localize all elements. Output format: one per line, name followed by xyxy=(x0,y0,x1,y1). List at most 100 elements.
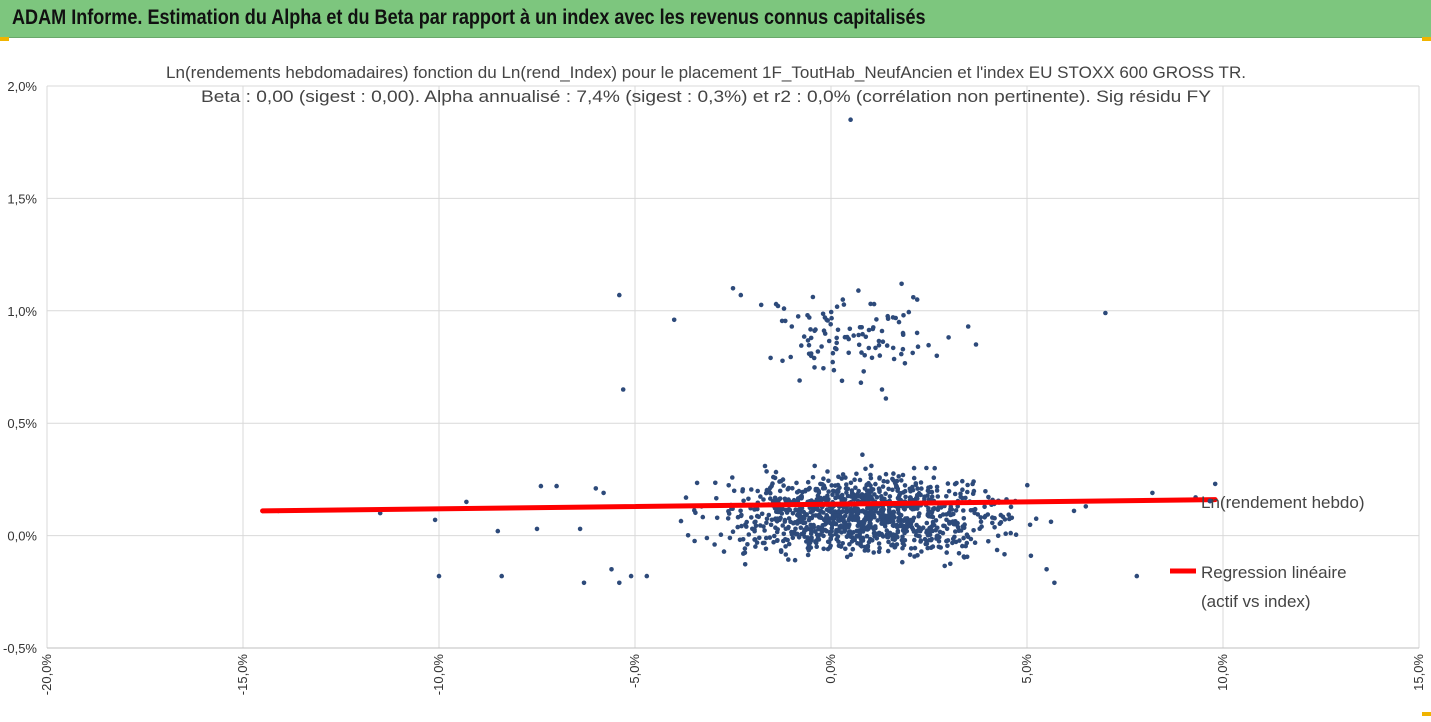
scatter-point xyxy=(948,504,954,510)
scatter-point xyxy=(906,309,912,315)
scatter-point xyxy=(786,524,791,530)
scatter-point xyxy=(845,493,851,499)
scatter-point xyxy=(788,354,793,360)
scatter-point xyxy=(771,539,776,545)
scatter-point xyxy=(893,315,898,321)
scatter-point xyxy=(852,477,857,483)
scatter-point xyxy=(918,480,924,485)
scatter-point xyxy=(746,496,751,502)
scatter-point xyxy=(933,518,939,523)
scatter-point xyxy=(780,358,785,364)
scatter-point xyxy=(977,526,982,531)
scatter-point xyxy=(880,339,886,345)
scatter-point xyxy=(761,497,766,502)
scatter-point xyxy=(877,489,882,495)
scatter-point xyxy=(916,525,922,530)
scatter-point xyxy=(883,471,889,477)
scatter-point xyxy=(554,483,559,489)
y-tick-label: 0,0% xyxy=(7,529,37,544)
scatter-point xyxy=(855,518,861,524)
scatter-point xyxy=(628,573,634,579)
scatter-point xyxy=(577,526,583,532)
scatter-point xyxy=(726,483,731,488)
legend-marker-scatter xyxy=(1207,498,1213,504)
scatter-point xyxy=(892,545,897,550)
scatter-point xyxy=(795,314,801,319)
scatter-point xyxy=(802,515,807,521)
scatter-point xyxy=(970,481,975,487)
scatter-point xyxy=(735,524,740,530)
scatter-point xyxy=(692,538,697,544)
scatter-point xyxy=(746,532,752,537)
scatter-point xyxy=(848,480,854,486)
scatter-point xyxy=(809,529,814,534)
scatter-point xyxy=(934,353,940,359)
scatter-point xyxy=(911,475,917,481)
scatter-point xyxy=(783,544,788,549)
y-tick-label: 0,5% xyxy=(7,416,37,431)
scatter-point xyxy=(884,528,890,533)
scatter-point xyxy=(848,534,854,539)
scatter-point xyxy=(713,480,718,486)
scatter-point xyxy=(965,489,970,495)
scatter-point xyxy=(835,327,841,333)
scatter-point xyxy=(834,340,839,346)
scatter-point xyxy=(900,332,906,338)
scatter-point xyxy=(953,508,959,513)
scatter-point xyxy=(793,507,798,512)
scatter-point xyxy=(846,336,851,342)
scatter-point xyxy=(910,484,915,490)
scatter-point xyxy=(852,507,858,512)
scatter-point xyxy=(802,534,807,539)
scatter-point xyxy=(725,516,731,521)
scatter-point xyxy=(902,361,908,366)
scatter-point xyxy=(883,396,889,401)
scatter-point xyxy=(893,482,899,488)
scatter-point xyxy=(919,549,924,554)
scatter-point xyxy=(874,317,879,322)
scatter-point xyxy=(847,529,853,534)
scatter-point xyxy=(971,488,977,494)
scatter-point xyxy=(852,537,857,543)
scatter-point xyxy=(914,297,920,302)
y-tick-label: 1,5% xyxy=(7,191,37,206)
scatter-point xyxy=(700,514,706,520)
scatter-point xyxy=(855,541,860,546)
scatter-point xyxy=(818,495,823,501)
scatter-point xyxy=(911,295,916,300)
scatter-point xyxy=(924,520,930,526)
scatter-point xyxy=(934,484,940,490)
scatter-point xyxy=(930,544,936,549)
scatter-point xyxy=(926,485,931,491)
scatter-point xyxy=(832,345,838,351)
scatter-point xyxy=(820,529,825,534)
scatter-point xyxy=(864,488,870,494)
scatter-point xyxy=(904,524,910,530)
scatter-point xyxy=(901,313,906,318)
scatter-point xyxy=(860,529,866,534)
scatter-point xyxy=(953,529,958,534)
scatter-point xyxy=(601,490,606,496)
scatter-point xyxy=(678,518,684,524)
scatter-point xyxy=(877,545,882,551)
scatter-point xyxy=(936,544,942,550)
scatter-point xyxy=(753,544,758,549)
scatter-point xyxy=(738,292,744,298)
scatter-point xyxy=(756,514,761,520)
scatter-point xyxy=(899,517,904,523)
scatter-point xyxy=(824,528,830,534)
scatter-point xyxy=(834,335,839,341)
scatter-point xyxy=(810,294,816,300)
regression-line xyxy=(260,497,1218,514)
scatter-point xyxy=(931,475,937,481)
scatter-point xyxy=(883,491,888,497)
scatter-point xyxy=(617,580,622,586)
scatter-point xyxy=(925,545,930,551)
scatter-point xyxy=(789,529,794,535)
scatter-point xyxy=(870,538,875,543)
x-tick-label: 0,0% xyxy=(823,654,838,684)
scatter-point xyxy=(861,369,866,374)
scatter-point xyxy=(821,476,826,482)
scatter-point xyxy=(782,519,788,524)
scatter-point xyxy=(763,546,769,552)
